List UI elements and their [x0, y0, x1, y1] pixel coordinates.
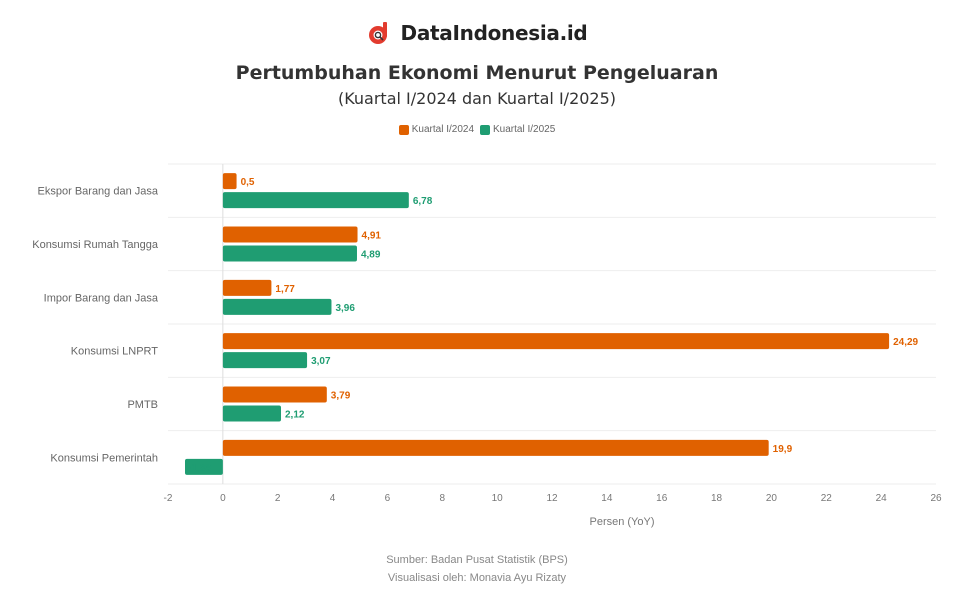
x-axis-label: Persen (YoY)	[589, 516, 654, 528]
category-label: Konsumsi Rumah Tangga	[32, 239, 159, 251]
data-label: 24,29	[893, 337, 918, 348]
data-label: 3,96	[335, 303, 355, 314]
d-logo-icon	[368, 22, 387, 44]
data-label: 4,91	[362, 231, 382, 242]
x-tick-label: 14	[601, 493, 613, 504]
visualizer-line: Visualisasi oleh: Monavia Ayu Rizaty	[387, 572, 567, 584]
x-tick-label: 10	[492, 493, 504, 504]
x-tick-label: 12	[546, 493, 558, 504]
x-tick-label: 26	[930, 493, 942, 504]
x-tick-label: 0	[220, 493, 226, 504]
data-label: 4,89	[361, 250, 381, 261]
category-label: Konsumsi LNPRT	[71, 346, 158, 358]
bar	[222, 386, 327, 403]
legend-label-2025: Kuartal I/2025	[493, 124, 556, 135]
x-tick-label: 6	[385, 493, 391, 504]
x-tick-label: 8	[440, 493, 446, 504]
data-label: 3,79	[331, 391, 351, 402]
brand-name: DataIndonesia.id	[400, 21, 588, 45]
legend-swatch-2025	[480, 124, 490, 135]
chart-source: Sumber: Badan Pusat Statistik (BPS) Visu…	[0, 551, 954, 587]
legend-swatch-2024	[398, 124, 409, 135]
category-label: Konsumsi Pemerintah	[50, 452, 158, 464]
data-label: 6,78	[413, 196, 433, 207]
legend-item-2024[interactable]: Kuartal I/2024	[398, 124, 474, 135]
data-label: 2,12	[285, 410, 305, 421]
bar	[222, 226, 358, 243]
x-tick-label: 18	[711, 493, 723, 504]
category-label: Ekspor Barang dan Jasa	[38, 186, 159, 198]
bar	[222, 352, 308, 369]
category-label: Impor Barang dan Jasa	[44, 292, 159, 304]
x-tick-label: 24	[876, 493, 888, 504]
data-label: 1,77	[275, 284, 295, 295]
bar	[222, 173, 237, 190]
x-tick-label: 16	[656, 493, 668, 504]
data-label: 19,9	[773, 444, 793, 455]
source-line: Sumber: Badan Pusat Statistik (BPS)	[386, 554, 568, 566]
legend-item-2025[interactable]: Kuartal I/2025	[480, 124, 555, 135]
x-tick-label: -2	[164, 493, 173, 504]
category-label: PMTB	[127, 399, 158, 411]
data-label: -1,38	[188, 463, 211, 474]
chart-subtitle: (Kuartal I/2024 dan Kuartal I/2025)	[337, 89, 617, 108]
bar	[222, 192, 409, 209]
bar	[222, 439, 769, 456]
x-tick-label: 20	[766, 493, 778, 504]
data-label: 0,5	[241, 177, 255, 188]
chart-title: Pertumbuhan Ekonomi Menurut Pengeluaran	[235, 62, 719, 84]
bar	[222, 245, 357, 262]
bar	[185, 458, 223, 475]
bar	[222, 279, 272, 296]
bar	[222, 405, 282, 422]
bar	[222, 298, 332, 315]
bar	[222, 333, 890, 350]
brand-header: DataIndonesia.id	[0, 20, 954, 46]
legend-label-2024: Kuartal I/2024	[411, 124, 474, 135]
x-tick-label: 4	[330, 493, 336, 504]
x-tick-label: 2	[275, 493, 281, 504]
x-tick-label: 22	[821, 493, 833, 504]
data-label: 3,07	[311, 356, 331, 367]
chart-legend: Kuartal I/2024 Kuartal I/2025	[0, 124, 954, 135]
